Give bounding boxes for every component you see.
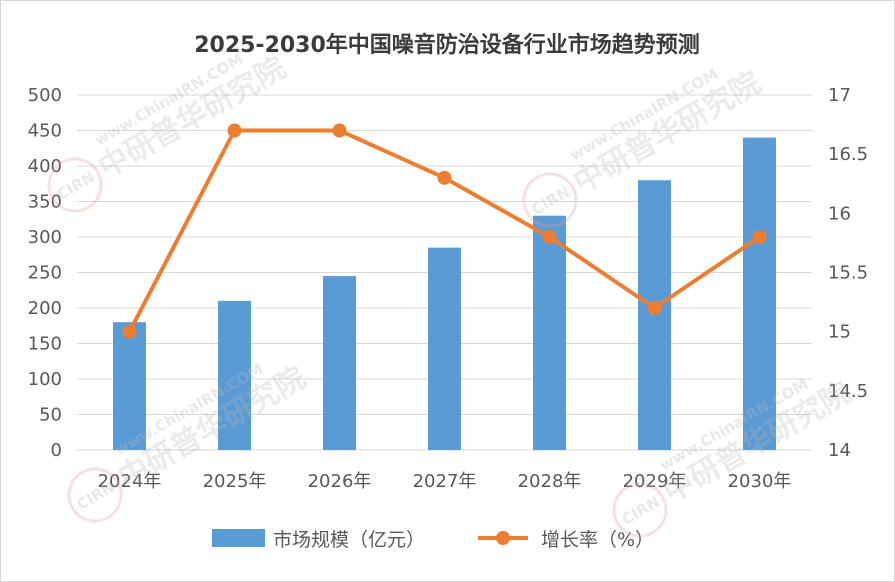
left-tick-label: 250 [28, 263, 62, 284]
line-point [437, 170, 452, 185]
right-tick-label: 15.5 [828, 263, 868, 284]
x-tick-label: 2025年 [203, 471, 267, 492]
left-tick-label: 150 [28, 334, 62, 355]
x-tick-label: 2028年 [518, 471, 582, 492]
left-tick-label: 500 [28, 85, 62, 106]
gridlines [77, 94, 812, 451]
line-point [542, 230, 557, 244]
svg-text:CIRN: CIRN [619, 493, 663, 529]
legend-bar-swatch [212, 529, 265, 547]
line-series [122, 123, 767, 339]
left-axis-ticks: 0 50 100 150 200 250 300 350 400 450 500 [28, 85, 62, 461]
x-tick-label: 2030年 [728, 471, 792, 492]
legend-line-label: 增长率（%） [541, 529, 654, 551]
x-tick-label: 2024年 [98, 471, 162, 492]
legend-bar-label: 市场规模（亿元） [273, 529, 425, 551]
bar [638, 180, 671, 450]
line-point [752, 230, 767, 244]
x-axis-ticks: 2024年 2025年 2026年 2027年 2028年 2029年 2030年 [98, 471, 792, 492]
bar [743, 137, 776, 450]
left-tick-label: 400 [28, 156, 62, 177]
bar-series [113, 137, 776, 450]
x-tick-label: 2029年 [623, 471, 687, 492]
bar [533, 215, 566, 450]
left-tick-label: 200 [28, 298, 62, 319]
right-tick-label: 14 [828, 440, 851, 461]
line-point [227, 123, 242, 138]
legend: 市场规模（亿元） 增长率（%） [212, 529, 654, 551]
left-tick-label: 300 [28, 227, 62, 248]
line-point [332, 123, 347, 138]
right-tick-label: 16.5 [828, 144, 868, 165]
left-tick-label: 0 [51, 440, 62, 461]
right-tick-label: 15 [828, 322, 851, 343]
watermark-3: CIRN 中研普华研究院 www.ChinaIRN.COM [67, 360, 312, 523]
x-tick-label: 2027年 [413, 471, 477, 492]
bar [113, 322, 146, 450]
legend-line-marker [496, 531, 510, 545]
line-point [122, 324, 137, 339]
chart-title: 2025-2030年中国噪音防治设备行业市场趋势预测 [194, 32, 700, 58]
line-point [647, 301, 662, 315]
svg-text:CIRN: CIRN [74, 478, 118, 514]
right-tick-label: 16 [828, 203, 851, 224]
right-tick-label: 17 [828, 85, 851, 106]
left-tick-label: 450 [28, 121, 62, 142]
x-tick-label: 2026年 [308, 471, 372, 492]
right-tick-label: 14.5 [828, 381, 868, 402]
right-axis-ticks: 14 14.5 15 15.5 16 16.5 17 [828, 85, 868, 461]
bar [218, 300, 251, 450]
left-tick-label: 50 [39, 405, 62, 426]
watermark-1: CIRN 中研普华研究院 www.ChinaIRN.COM [47, 50, 292, 213]
left-tick-label: 350 [28, 192, 62, 213]
bar [323, 276, 356, 450]
left-tick-label: 100 [28, 369, 62, 390]
svg-text:CIRN: CIRN [529, 183, 573, 219]
bar [428, 247, 461, 450]
